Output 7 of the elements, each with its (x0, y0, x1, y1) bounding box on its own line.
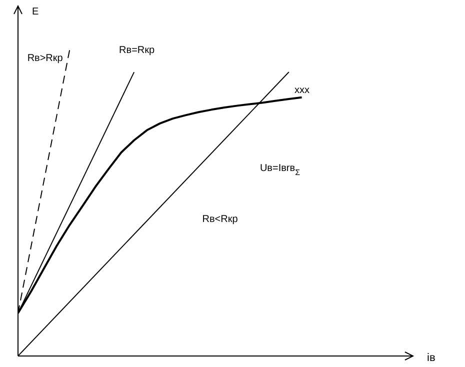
annotation: xxx (294, 84, 310, 96)
annotation: Rв=Rкр (119, 44, 156, 56)
annotation: Uв=Iвrв$_{Σ}$ (260, 162, 300, 177)
x-axis-title: iв (427, 352, 436, 364)
annotation: Rв<Rкр (202, 214, 238, 225)
annotation: Rв>Rкр (27, 52, 64, 64)
y-axis-title: E (32, 6, 39, 18)
